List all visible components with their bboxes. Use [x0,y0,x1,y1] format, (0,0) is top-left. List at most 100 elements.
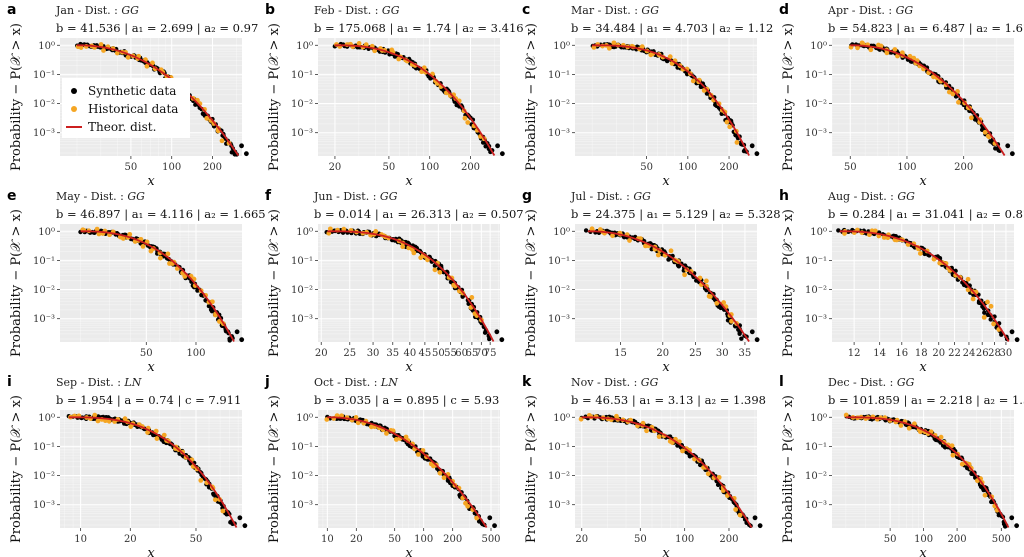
y-tick-label: 10⁻¹ [805,256,827,267]
historical-point [878,43,884,49]
x-tick-label: 35 [739,348,752,359]
legend-label: Synthetic data [88,84,176,98]
historical-point [969,115,974,121]
historical-point [680,448,685,454]
x-axis-title: x [662,546,670,557]
month-label: Apr [827,4,849,17]
historical-point [714,300,720,306]
legend-label: Historical data [88,102,178,116]
theoretical-line [69,416,238,528]
dist-name: GG [633,190,651,203]
historical-point [355,420,361,426]
historical-point [855,45,860,51]
y-tick-label: 10⁻¹ [291,442,313,453]
y-axis-title: Probability − P(𝒳 > x) [781,23,796,171]
panel-letter: e [7,188,17,204]
x-tick-label: 25 [343,348,356,359]
y-tick-label: 10⁻¹ [33,256,55,267]
y-tick-label: 10⁻³ [548,314,570,325]
x-axis-title: x [662,174,670,189]
dist-prefix: - Dist. : [77,376,124,389]
historical-point [418,255,424,261]
panel-g: g Jul - Dist. : GG b = 24.375 | a₁ = 5.129… [522,188,781,375]
dist-name: GG [641,376,659,389]
historical-point [906,425,912,431]
historical-point [220,508,226,514]
historical-point [384,430,389,436]
y-tick-label: 10⁻¹ [548,256,570,267]
y-tick-label: 10⁻³ [33,128,55,139]
x-tick-label: 200 [461,162,480,173]
theoretical-line [327,230,495,342]
plot-area [832,224,1014,342]
synthetic-point [1009,151,1015,157]
dist-prefix: - Dist. : [850,190,897,203]
historical-point [606,45,612,51]
historical-point [161,432,167,438]
x-tick-label: 70 [475,348,488,359]
historical-point [157,255,163,261]
parameter-line: b = 0.014 | a₁ = 26.313 | a₂ = 0.507 [314,207,524,222]
month-label: Mar [571,4,595,17]
synthetic-point [749,143,755,149]
parameter-line: b = 3.035 | a = 0.895 | c = 5.93 [314,393,499,408]
historical-point [656,434,662,440]
historical-point [644,428,649,434]
legend-box [62,78,190,138]
dist-prefix: - Dist. : [848,4,895,17]
x-tick-label: 500 [481,534,500,545]
distribution-label: Jan - Dist. : GG [55,4,139,17]
historical-point [729,318,734,324]
theoretical-line [80,230,235,342]
historical-point [140,244,146,249]
month-label: Dec [828,376,850,389]
month-label: Jan [55,4,74,17]
historical-point [96,231,102,237]
month-label: Nov [571,376,594,389]
historical-point [94,226,100,232]
synthetic-point [495,143,500,149]
theoretical-line [839,230,1010,342]
historical-point [917,251,923,256]
historical-point [716,474,722,480]
historical-point [982,129,988,135]
historical-point [970,296,976,302]
x-tick-label: 100 [414,534,433,545]
x-axis-title: x [147,174,155,189]
distribution-label: Dec - Dist. : GG [828,376,915,389]
historical-point [212,497,218,503]
panel-letter: c [522,2,530,18]
historical-point [437,470,443,476]
historical-point [690,78,696,84]
x-tick-label: 18 [915,348,928,359]
legend-marker [71,88,77,94]
x-axis-title: x [405,174,413,189]
x-tick-label: 20 [315,348,328,359]
y-tick-label: 10⁻¹ [548,442,570,453]
y-tick-label: 10⁻³ [548,500,570,511]
x-tick-label: 200 [720,162,739,173]
x-axis-title: x [919,360,927,375]
historical-point [917,429,923,435]
x-tick-label: 35 [386,348,399,359]
historical-point [92,412,98,418]
historical-point [465,120,471,125]
y-tick-label: 10⁻² [291,285,313,296]
historical-point [106,418,112,424]
synthetic-point [234,329,240,335]
historical-point [703,278,709,284]
historical-point [415,452,421,457]
historical-point [122,416,128,422]
historical-point [706,293,712,299]
dist-prefix: - Dist. : [334,376,381,389]
synthetic-point [752,515,758,521]
y-tick-label: 10⁻² [805,471,827,482]
historical-point [991,321,997,327]
x-tick-label: 22 [948,348,961,359]
y-tick-label: 10⁻¹ [291,70,313,81]
distribution-label: Nov - Dist. : GG [571,376,659,389]
x-tick-label: 65 [466,348,479,359]
x-tick-label: 20 [575,534,588,545]
historical-point [668,248,674,254]
y-tick-label: 10⁻² [548,99,570,110]
